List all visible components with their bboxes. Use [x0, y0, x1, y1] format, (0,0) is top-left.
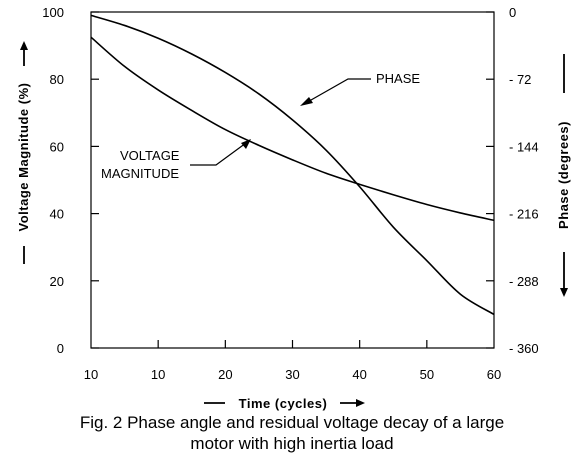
left-tick-label: 60	[50, 139, 64, 154]
x-axis-arrowhead	[356, 399, 365, 407]
voltage-magnitude-series-line	[90, 36, 495, 222]
left-axis-title-group: Voltage Magnitude (%)	[16, 41, 31, 264]
x-tick-label: 30	[285, 367, 299, 382]
left-axis-arrowhead	[20, 41, 28, 50]
chart: 0 20 40 60 80 100 0 - 72 - 144 - 216 - 288 - 360 1…	[16, 5, 571, 411]
right-tick-label: - 360	[509, 341, 539, 356]
x-tick-label: 60	[487, 367, 501, 382]
series-layer	[90, 14, 495, 316]
voltage-annotation-line2: MAGNITUDE	[101, 166, 179, 181]
x-axis-ticks: 10 10 20 30 40 50 60	[84, 340, 501, 382]
left-tick-label: 0	[57, 341, 64, 356]
phase-annotation-label: PHASE	[376, 71, 420, 86]
figure-caption: Fig. 2 Phase angle and residual voltage …	[0, 412, 584, 454]
voltage-leader-arrowhead	[241, 139, 251, 149]
right-axis-title: Phase (degrees)	[556, 121, 571, 229]
phase-annotation: PHASE	[300, 71, 420, 106]
right-tick-label: - 72	[509, 72, 531, 87]
right-axis-arrowhead	[560, 288, 568, 297]
x-tick-label: 20	[218, 367, 232, 382]
left-tick-label: 20	[50, 274, 64, 289]
right-tick-label: - 288	[509, 274, 539, 289]
caption-line-2: motor with high inertia load	[190, 434, 394, 453]
right-axis-ticks: 0 - 72 - 144 - 216 - 288 - 360	[486, 5, 539, 356]
right-tick-label: - 216	[509, 207, 539, 222]
x-axis-title: Time (cycles)	[239, 396, 328, 411]
x-tick-label: 10	[151, 367, 165, 382]
voltage-annotation: VOLTAGE MAGNITUDE	[101, 139, 251, 181]
x-axis-title-group: Time (cycles)	[204, 396, 365, 411]
right-tick-label: - 144	[509, 139, 539, 154]
x-tick-label: 10	[84, 367, 98, 382]
left-axis-ticks: 0 20 40 60 80 100	[42, 5, 99, 356]
caption-line-1: Fig. 2 Phase angle and residual voltage …	[79, 413, 505, 432]
right-tick-label: 0	[509, 5, 516, 20]
left-axis-title: Voltage Magnitude (%)	[16, 83, 31, 232]
right-axis-title-group: Phase (degrees)	[556, 54, 571, 297]
x-tick-label: 50	[420, 367, 434, 382]
voltage-annotation-line1: VOLTAGE	[120, 148, 180, 163]
left-tick-label: 80	[50, 72, 64, 87]
left-tick-label: 100	[42, 5, 64, 20]
left-tick-label: 40	[50, 207, 64, 222]
phase-leader-arrowhead	[300, 97, 313, 106]
phase-series-line	[90, 14, 495, 316]
voltage-leader-line	[190, 142, 247, 166]
x-tick-label: 40	[352, 367, 366, 382]
phase-leader-line	[303, 78, 371, 105]
